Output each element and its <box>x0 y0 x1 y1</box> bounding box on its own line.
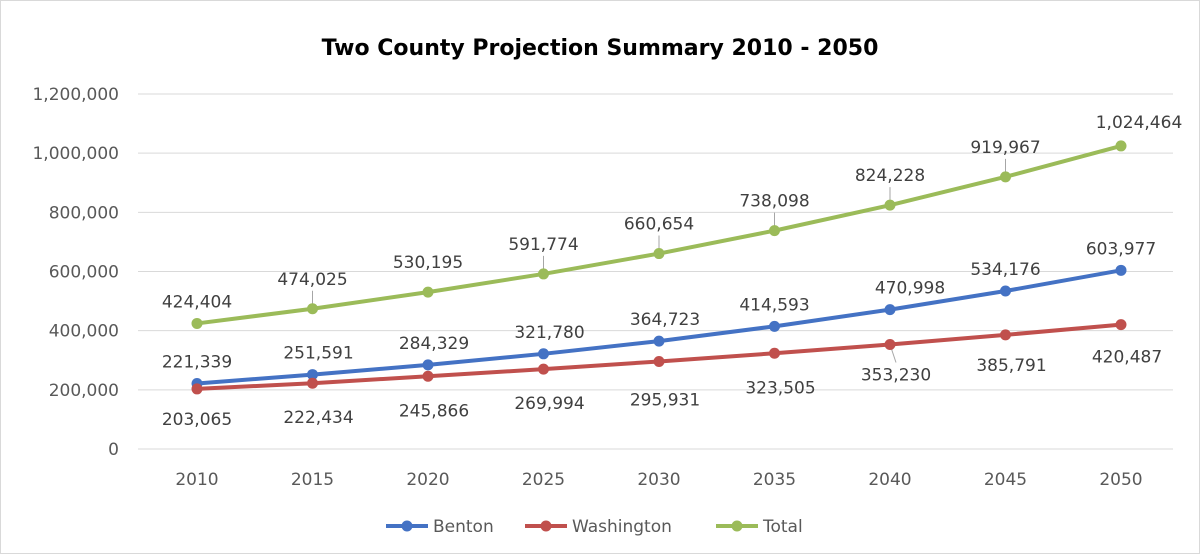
data-label: 222,434 <box>283 408 353 428</box>
data-label: 353,230 <box>861 366 931 386</box>
x-tick-label: 2030 <box>637 470 680 490</box>
x-tick-label: 2015 <box>291 470 334 490</box>
legend-item-total: Total <box>716 517 803 537</box>
data-labels: 221,339 251,591 284,329 321,780 364,723 414,5… <box>162 113 1182 430</box>
data-point <box>1000 329 1011 341</box>
series-benton <box>191 264 1127 390</box>
y-tick-label: 600,000 <box>49 263 119 283</box>
data-point <box>1000 171 1011 183</box>
legend-marker <box>401 520 413 532</box>
series-washington <box>191 319 1127 395</box>
data-label: 534,176 <box>970 260 1040 280</box>
legend-label: Washington <box>572 517 672 537</box>
data-point <box>538 348 549 360</box>
data-point <box>884 339 896 351</box>
x-tick-label: 2045 <box>984 470 1027 490</box>
legend: Benton Washington Total <box>386 517 803 537</box>
data-label: 474,025 <box>277 270 347 290</box>
chart-title: Two County Projection Summary 2010 - 205… <box>322 36 879 61</box>
data-label: 295,931 <box>630 390 700 410</box>
y-tick-label: 1,000,000 <box>32 144 119 164</box>
data-label: 919,967 <box>970 138 1040 158</box>
legend-item-washington: Washington <box>525 517 672 537</box>
data-point <box>1115 319 1127 331</box>
x-tick-label: 2035 <box>753 470 796 490</box>
data-point <box>769 225 780 237</box>
data-point <box>1000 285 1011 297</box>
data-label: 251,591 <box>283 344 353 364</box>
data-label: 385,791 <box>976 356 1046 376</box>
data-point <box>884 304 896 316</box>
x-tick-label: 2020 <box>406 470 449 490</box>
data-label: 824,228 <box>855 166 925 186</box>
legend-marker <box>540 520 552 532</box>
data-label: 221,339 <box>162 353 232 373</box>
legend-item-benton: Benton <box>386 517 494 537</box>
data-point <box>307 377 318 389</box>
legend-label: Total <box>762 517 803 537</box>
data-point <box>884 199 896 211</box>
data-point <box>422 286 434 298</box>
data-label: 470,998 <box>875 279 945 299</box>
data-label: 420,487 <box>1092 348 1162 368</box>
data-point <box>422 370 434 382</box>
series-total <box>191 140 1127 329</box>
data-point <box>653 335 665 347</box>
data-point <box>191 317 203 329</box>
data-label: 530,195 <box>393 253 463 273</box>
data-point <box>422 359 434 371</box>
data-point <box>1115 140 1127 152</box>
data-label: 738,098 <box>739 192 809 212</box>
data-point <box>191 383 203 395</box>
data-label: 323,505 <box>745 378 815 398</box>
data-label: 364,723 <box>630 310 700 330</box>
series-line-total <box>196 143 1122 326</box>
data-point <box>769 320 780 332</box>
x-axis-ticks: 2010 2015 2020 2025 2030 2035 2040 2045 2050 <box>175 470 1142 490</box>
data-point <box>538 363 549 375</box>
data-label: 414,593 <box>739 295 809 315</box>
y-tick-label: 800,000 <box>49 203 119 223</box>
data-label: 660,654 <box>624 215 694 235</box>
legend-marker <box>731 520 743 532</box>
data-point <box>307 369 318 381</box>
x-tick-label: 2050 <box>1099 470 1142 490</box>
data-label: 284,329 <box>399 334 469 354</box>
data-point <box>1115 264 1127 276</box>
data-label: 269,994 <box>514 394 584 414</box>
data-point <box>653 248 665 260</box>
legend-label: Benton <box>433 517 494 537</box>
data-label: 603,977 <box>1086 239 1156 259</box>
data-label: 245,866 <box>399 401 469 421</box>
x-tick-label: 2040 <box>868 470 911 490</box>
y-tick-label: 200,000 <box>49 381 119 401</box>
data-label: 1,024,464 <box>1096 113 1183 133</box>
x-tick-label: 2025 <box>522 470 565 490</box>
data-point <box>769 347 780 359</box>
data-label: 321,780 <box>514 323 584 343</box>
data-point <box>538 268 549 280</box>
y-tick-label: 1,200,000 <box>32 85 119 105</box>
data-point <box>307 303 318 315</box>
y-tick-label: 400,000 <box>49 322 119 342</box>
data-label: 424,404 <box>162 292 232 312</box>
y-tick-label: 0 <box>108 440 119 460</box>
x-tick-label: 2010 <box>175 470 218 490</box>
data-label: 591,774 <box>508 235 578 255</box>
y-axis-ticks: 0 200,000 400,000 600,000 800,000 1,000,000 1,… <box>32 85 119 460</box>
data-point <box>653 355 665 367</box>
gridlines <box>138 93 1173 450</box>
data-label: 203,065 <box>162 410 232 430</box>
series-lines <box>191 140 1127 395</box>
